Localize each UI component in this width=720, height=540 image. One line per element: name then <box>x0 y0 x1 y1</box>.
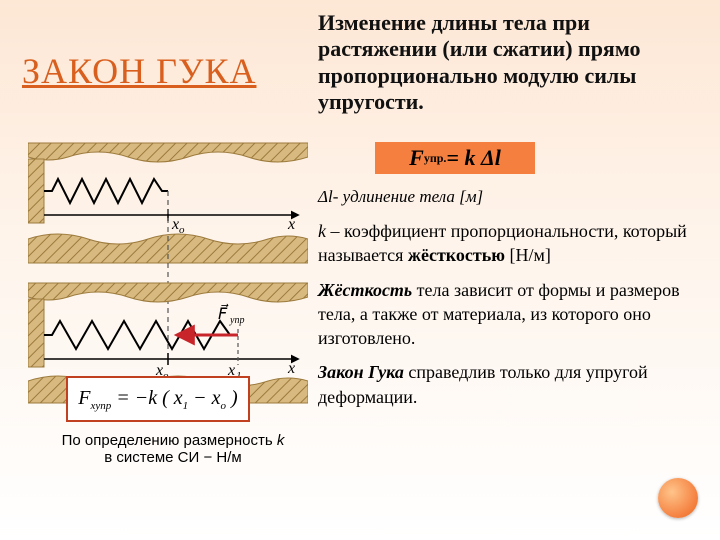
k-unit: [Н/м] <box>505 245 551 265</box>
stiff-pre: Жёсткость <box>318 280 412 300</box>
formula-highlight: Fупр. = k Δl <box>375 142 535 174</box>
svg-text:x: x <box>171 216 179 233</box>
slide: ЗАКОН ГУКА Изменение длины тела при раст… <box>0 0 720 540</box>
bullet-list: Δl- удлинение тела [м] k – коэффициент п… <box>318 186 698 419</box>
slide-title: ЗАКОН ГУКА <box>22 50 256 92</box>
law-pre: Закон Гука <box>318 362 404 382</box>
caption-post: в системе СИ − Н/м <box>104 449 241 466</box>
caption-pre: По определению размерность <box>62 432 277 449</box>
svg-text:x: x <box>287 360 295 377</box>
formula-sub: упр. <box>424 151 447 166</box>
dl-line: Δl- удлинение тела [м] <box>318 187 483 206</box>
svg-text:x: x <box>287 216 295 233</box>
formula-derivation-box: Fxупр = −k ( x1 − xo ) <box>66 376 250 422</box>
definition-text: Изменение длины тела при растяжении (или… <box>318 10 698 116</box>
svg-text:F⃗: F⃗ <box>218 303 229 323</box>
formula-lhs: F <box>409 145 424 171</box>
caption-k: k <box>277 432 285 449</box>
decorative-circle-icon <box>658 478 698 518</box>
formula-rhs: = k Δl <box>446 145 500 171</box>
diagram-caption: По определению размерность k в системе С… <box>38 432 308 466</box>
k-bold: жёсткостью <box>408 245 505 265</box>
svg-text:упр: упр <box>229 315 244 326</box>
k-symbol: k <box>318 221 326 241</box>
formula2-text: Fxупр = −k ( x1 − xo ) <box>78 387 237 412</box>
